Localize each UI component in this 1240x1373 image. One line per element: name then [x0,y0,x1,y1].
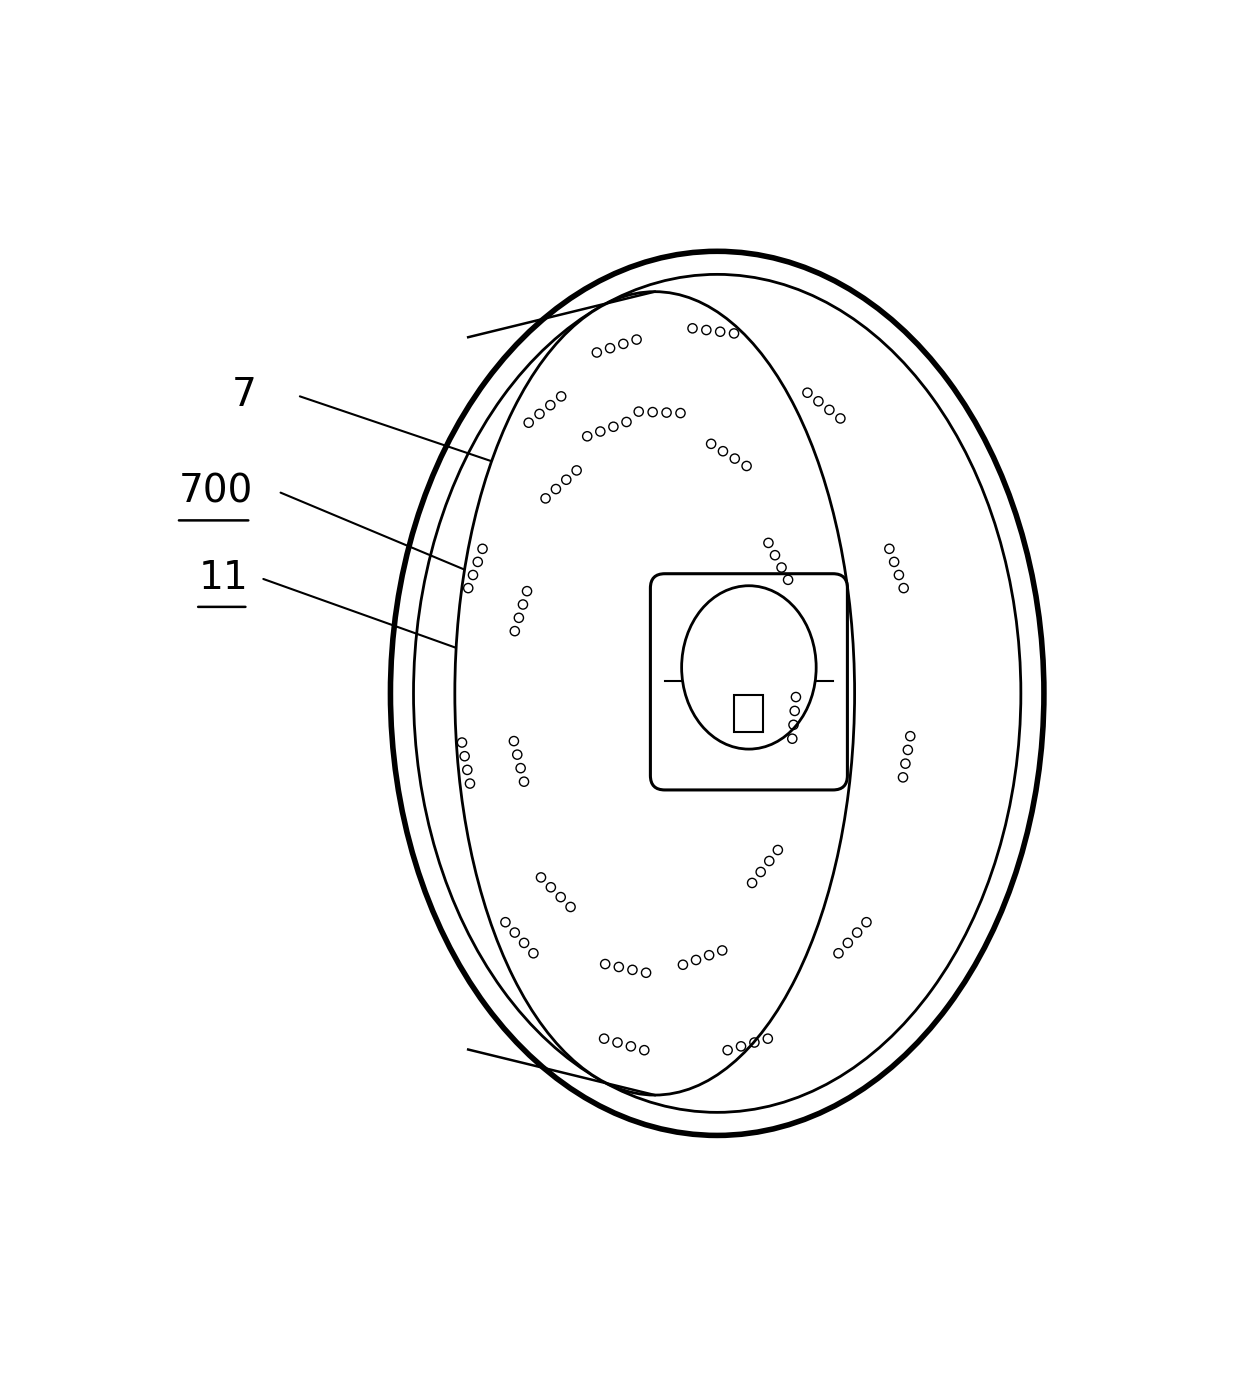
Text: 700: 700 [179,472,253,511]
Ellipse shape [682,586,816,750]
Ellipse shape [413,275,1021,1112]
Text: 7: 7 [232,376,257,415]
Text: 11: 11 [198,559,248,597]
Ellipse shape [391,251,1044,1135]
FancyBboxPatch shape [651,574,847,789]
Bar [734,695,764,732]
Ellipse shape [455,291,854,1096]
